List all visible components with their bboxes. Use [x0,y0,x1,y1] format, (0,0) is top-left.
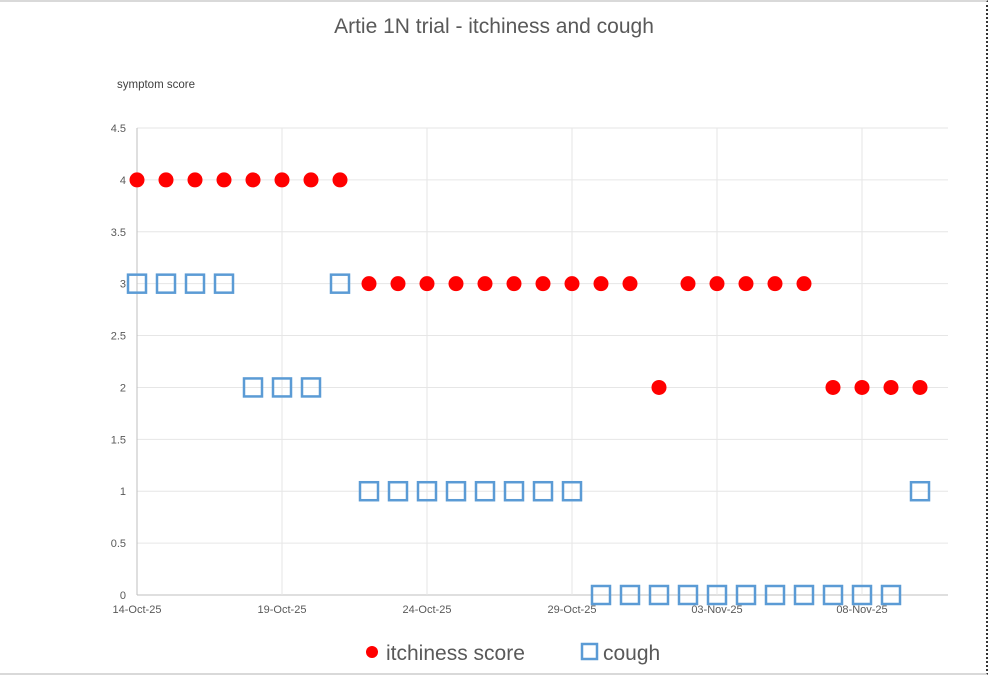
legend-circle-icon [366,646,378,658]
itchiness-point [187,172,203,188]
cough-point [155,273,177,294]
y-tick-label: 4 [120,175,126,187]
itchiness-point [709,276,725,292]
cough-point [561,480,583,502]
y-tick-label: 4.5 [111,123,126,135]
itchiness-point [564,276,580,292]
itchiness-point [245,172,261,188]
x-tick-label: 14-Oct-25 [113,604,162,616]
cough-point [590,584,612,606]
y-tick-label: 3 [120,279,126,291]
series-itchiness [129,172,928,395]
itchiness-point [390,276,406,292]
itchiness-point [593,276,609,292]
itchiness-point [622,276,638,292]
cough-point [242,377,264,398]
y-tick-label: 1.5 [111,434,126,446]
y-tick-label: 1 [120,486,126,498]
cough-point [677,584,699,606]
cough-point [329,273,351,294]
itchiness-point [303,172,319,188]
itchiness-point [448,276,464,292]
cough-point [764,584,786,606]
x-tick-label: 08-Nov-25 [836,604,887,616]
cough-point [358,480,380,502]
cough-point [300,377,322,398]
x-axis-ticks: 14-Oct-25 19-Oct-25 24-Oct-25 29-Oct-25 03-N… [113,604,888,616]
x-tick-label: 24-Oct-25 [403,604,452,616]
itchiness-point [535,276,551,292]
cough-point [126,273,148,294]
gridlines [136,127,948,596]
cough-point [822,584,844,606]
itchiness-point [332,172,348,188]
itchiness-point [883,379,899,395]
cough-point [474,480,496,502]
y-tick-label: 3.5 [111,227,126,239]
chart-title: Artie 1N trial - itchiness and cough [334,15,654,38]
itchiness-point [912,379,928,395]
cough-point [909,480,931,502]
x-tick-label: 03-Nov-25 [691,604,742,616]
x-tick-label: 19-Oct-25 [258,604,307,616]
itchiness-point [274,172,290,188]
cough-point [213,273,235,294]
legend-label-itchiness: itchiness score [386,642,525,665]
itchiness-point [506,276,522,292]
cough-point [416,480,438,502]
cough-point [445,480,467,502]
y-axis-ticks: 0 0.5 1 1.5 2 2.5 3 3.5 4 4.5 [111,123,126,602]
legend-square-icon [580,642,599,661]
cough-point [735,584,757,606]
y-axis-label: symptom score [117,79,195,91]
cough-point [880,584,902,606]
cough-point [619,584,641,606]
cough-point [851,584,873,606]
cough-point [532,480,554,502]
cough-point [793,584,815,606]
itchiness-point [796,276,812,292]
itchiness-point [158,172,174,188]
legend-label-cough: cough [603,642,660,665]
itchiness-point [651,379,667,395]
itchiness-point [680,276,696,292]
itchiness-point [419,276,435,292]
series-cough [126,273,931,606]
cough-point [184,273,206,294]
y-tick-label: 2 [120,382,126,394]
cough-point [387,480,409,502]
itchiness-point [216,172,232,188]
y-tick-label: 2.5 [111,331,126,343]
y-tick-label: 0 [120,590,126,602]
x-tick-label: 29-Oct-25 [548,604,597,616]
itchiness-point [477,276,493,292]
cough-point [648,584,670,606]
itchiness-point [767,276,783,292]
itchiness-point [738,276,754,292]
cough-point [706,584,728,606]
itchiness-point [825,379,841,395]
y-tick-label: 0.5 [111,538,126,550]
legend: itchiness score cough [366,642,660,665]
itchiness-point [129,172,145,188]
cough-point [271,377,293,398]
cough-point [503,480,525,502]
itchiness-point [361,276,377,292]
itchiness-point [854,379,870,395]
